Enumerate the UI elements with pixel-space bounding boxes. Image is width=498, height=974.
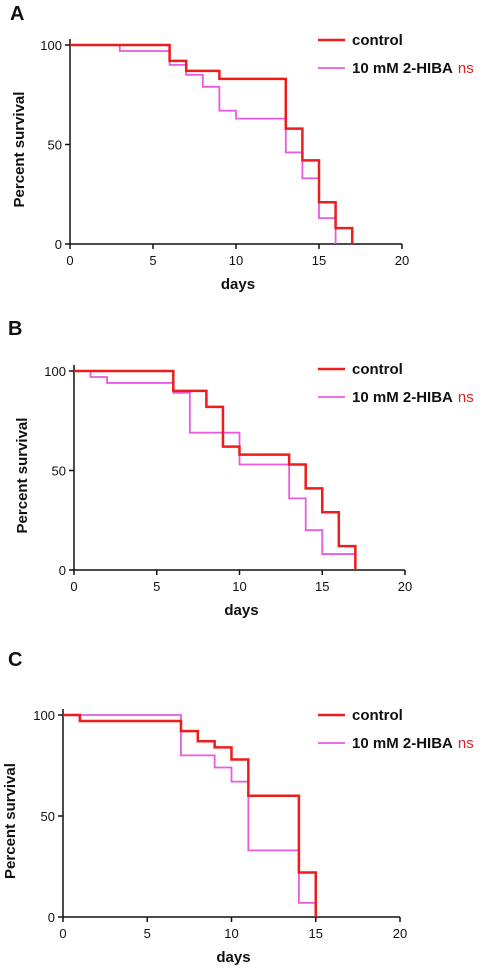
panel-letter: A [10, 3, 24, 25]
significance-label: ns [458, 389, 474, 406]
legend-control-label: control [352, 361, 403, 378]
x-tick-label: 15 [312, 253, 326, 268]
x-tick-label: 0 [70, 579, 77, 594]
x-axis-title: days [216, 949, 250, 966]
x-tick-label: 20 [398, 579, 412, 594]
x-tick-label: 0 [59, 926, 66, 941]
x-tick-label: 10 [224, 926, 238, 941]
x-tick-label: 5 [144, 926, 151, 941]
legend-treated-label: 10 mM 2-HIBA [352, 735, 453, 752]
panel-letter: B [8, 318, 22, 340]
treated-survival-line [74, 370, 357, 570]
x-tick-label: 15 [309, 926, 323, 941]
x-tick-label: 0 [66, 253, 73, 268]
control-survival-line [63, 713, 317, 917]
legend-control-label: control [352, 32, 403, 49]
y-tick-label: 0 [59, 563, 66, 578]
x-tick-label: 20 [395, 253, 409, 268]
x-axis-title: days [221, 276, 255, 293]
legend-treated-label: 10 mM 2-HIBA [352, 60, 453, 77]
legend-treated-label: 10 mM 2-HIBA [352, 389, 453, 406]
y-axis-title: Percent survival [14, 418, 31, 534]
y-tick-label: 100 [44, 364, 66, 379]
x-tick-label: 5 [153, 579, 160, 594]
legend-control-label: control [352, 707, 403, 724]
y-axis-title: Percent survival [2, 763, 19, 879]
y-tick-label: 50 [48, 138, 62, 153]
treated-survival-line [63, 714, 317, 917]
treated-survival-line [70, 44, 337, 244]
y-tick-label: 0 [48, 910, 55, 925]
y-axis-title: Percent survival [11, 92, 28, 208]
y-tick-label: 100 [33, 708, 55, 723]
control-survival-line [74, 369, 357, 570]
y-tick-label: 50 [52, 464, 66, 479]
x-tick-label: 5 [149, 253, 156, 268]
x-tick-label: 15 [315, 579, 329, 594]
significance-label: ns [458, 735, 474, 752]
control-survival-line [70, 43, 354, 244]
panel-b-chart: B 0 5 10 15 20 0 50 100 days Percent survival contr… [8, 318, 474, 619]
significance-label: ns [458, 60, 474, 77]
panel-letter: C [8, 649, 22, 671]
y-tick-label: 0 [55, 237, 62, 252]
y-tick-label: 50 [41, 809, 55, 824]
x-tick-label: 10 [229, 253, 243, 268]
panel-c-chart: C 0 5 10 15 20 0 50 100 days Percent survival contr… [2, 649, 474, 966]
y-tick-label: 100 [40, 38, 62, 53]
x-axis-title: days [224, 602, 258, 619]
panel-a-chart: A 0 5 10 15 20 0 50 100 days Percent survival contr… [10, 3, 474, 293]
x-tick-label: 20 [393, 926, 407, 941]
x-tick-label: 10 [232, 579, 246, 594]
